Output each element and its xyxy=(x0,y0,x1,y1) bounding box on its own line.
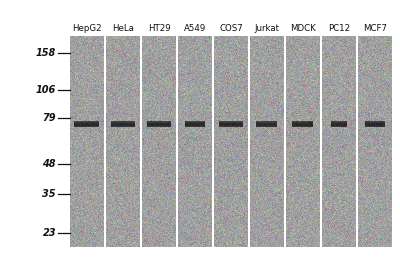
Text: MCF7: MCF7 xyxy=(363,24,387,33)
Text: 106: 106 xyxy=(36,85,56,95)
Text: Jurkat: Jurkat xyxy=(254,24,280,33)
Text: 23: 23 xyxy=(42,228,56,238)
Text: PC12: PC12 xyxy=(328,24,350,33)
Text: HT29: HT29 xyxy=(148,24,170,33)
Text: COS7: COS7 xyxy=(219,24,243,33)
Text: 35: 35 xyxy=(42,189,56,199)
Text: 48: 48 xyxy=(42,159,56,169)
Text: HepG2: HepG2 xyxy=(72,24,102,33)
Text: HeLa: HeLa xyxy=(112,24,134,33)
Text: 158: 158 xyxy=(36,48,56,58)
Text: 79: 79 xyxy=(42,113,56,123)
Text: MDCK: MDCK xyxy=(290,24,316,33)
Text: A549: A549 xyxy=(184,24,206,33)
